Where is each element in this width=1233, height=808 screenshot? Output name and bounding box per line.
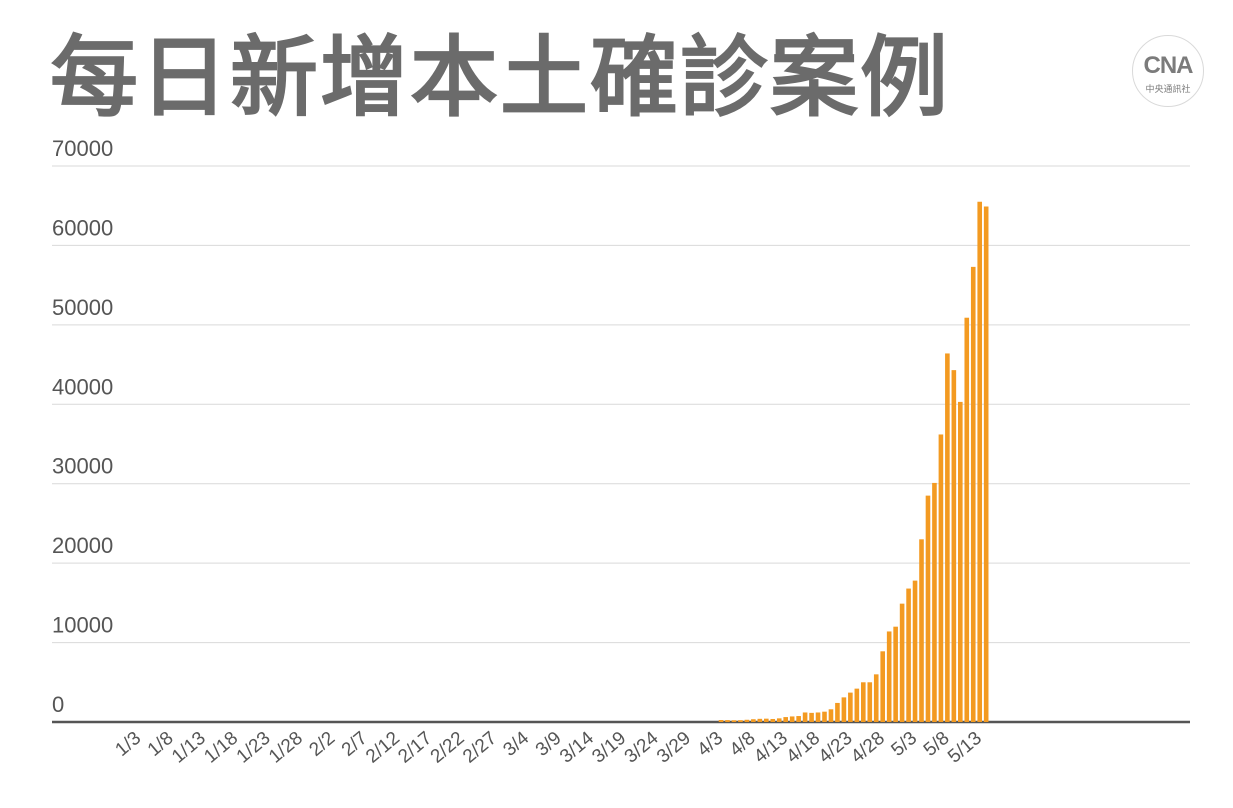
bar [873, 674, 879, 722]
y-tick-label: 70000 [52, 136, 113, 161]
bar [958, 401, 963, 722]
bar [828, 709, 834, 722]
x-tick-label: 1/28 [265, 728, 307, 768]
bar [776, 718, 782, 722]
cna-logo-text: 中央通訊社 [1145, 85, 1191, 95]
bar [763, 718, 769, 722]
bar [964, 317, 970, 722]
bar [906, 588, 911, 722]
grid-lines [52, 165, 1190, 724]
bar [731, 720, 737, 722]
bar [848, 692, 853, 722]
x-tick-label: 4/28 [847, 728, 889, 768]
bar [970, 266, 976, 722]
x-tick-label: 2/27 [459, 728, 501, 768]
bar [945, 353, 950, 722]
cna-logo-mark: CNA [1143, 52, 1194, 79]
bar [893, 626, 898, 722]
bar [802, 712, 808, 722]
y-axis-labels: 0 10000 20000 30000 40000 50000 60000 70000 [52, 136, 113, 717]
y-tick-label: 20000 [52, 533, 113, 558]
x-tick-label: 5/13 [944, 728, 986, 768]
bar [938, 434, 944, 722]
y-tick-label: 30000 [52, 454, 113, 479]
x-tick-label: 3/29 [653, 728, 695, 768]
bars [718, 201, 989, 723]
y-tick-label: 0 [52, 692, 64, 717]
bar [725, 720, 730, 722]
bar [822, 711, 827, 722]
y-tick-label: 40000 [52, 374, 113, 399]
bar [854, 688, 860, 722]
bar [886, 631, 892, 722]
x-tick-label: 3/4 [499, 727, 533, 760]
bar [919, 539, 924, 722]
bar [809, 712, 814, 722]
bar [977, 201, 983, 722]
bar [835, 702, 840, 722]
bar [789, 716, 795, 722]
bar [744, 719, 750, 722]
bar [815, 712, 821, 722]
y-tick-label: 10000 [52, 613, 113, 638]
bar [751, 719, 756, 722]
bar [912, 580, 918, 722]
x-axis-labels: 1/31/81/131/181/231/282/22/72/122/172/22… [111, 727, 985, 767]
x-tick-label: 1/3 [111, 728, 145, 761]
bar [757, 718, 763, 722]
bar [770, 718, 776, 722]
bar [932, 482, 937, 722]
cna-logo: CNA 中央通訊社 [1132, 35, 1204, 107]
bar [738, 720, 743, 722]
y-tick-label: 50000 [52, 295, 113, 320]
x-tick-label: 4/3 [694, 728, 728, 761]
bar [983, 206, 989, 723]
bar [783, 717, 788, 722]
bar [841, 697, 847, 722]
chart-title: 每日新增本土確診案例 [50, 26, 951, 129]
bar [880, 651, 886, 722]
bar [925, 495, 931, 722]
bar [861, 682, 866, 722]
x-tick-label: 5/3 [888, 728, 922, 761]
bar [951, 370, 957, 722]
y-tick-label: 60000 [52, 215, 113, 240]
x-tick-label: 2/2 [305, 728, 339, 761]
bar [718, 720, 724, 722]
bar [899, 603, 905, 722]
bar [796, 716, 801, 722]
bar [867, 682, 873, 722]
